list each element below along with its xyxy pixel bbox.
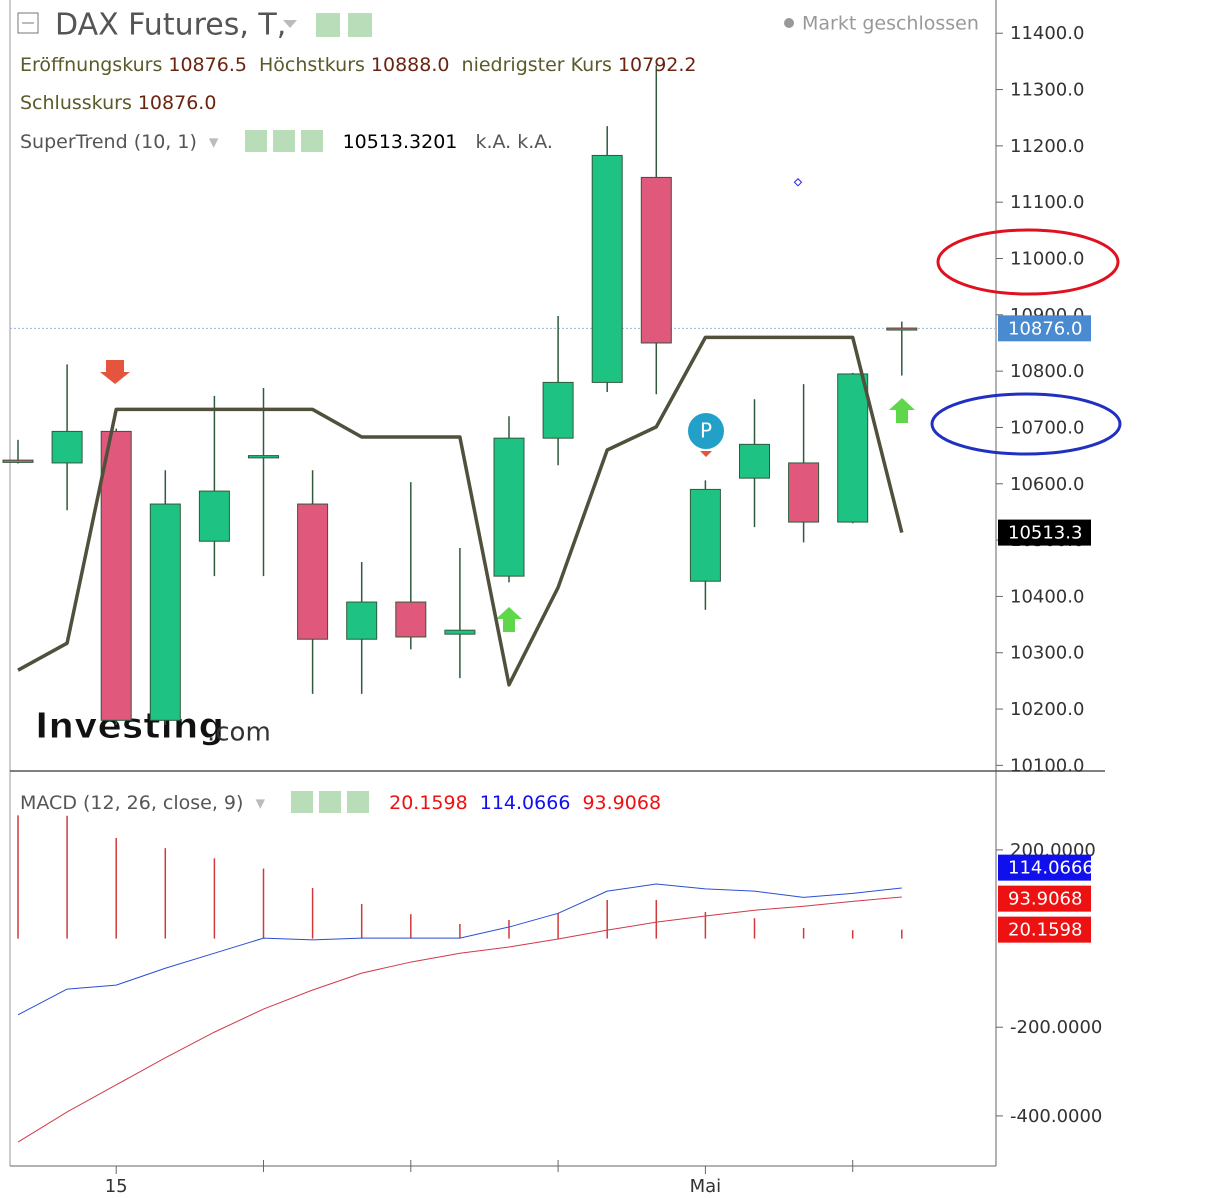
low-value: 10792.2 — [617, 54, 697, 76]
macd-tag-label: 114.0666 — [1008, 858, 1094, 879]
macd-line — [17, 883, 902, 1016]
macd-line — [17, 896, 902, 1143]
high-label: Höchstkurs — [259, 54, 365, 76]
y-tick-label: 10300.0 — [1010, 643, 1084, 664]
histogram-value: 20.1598 — [389, 792, 468, 814]
supertrend-line — [17, 335, 904, 687]
y-tick-label: 11000.0 — [1010, 249, 1084, 270]
indicator-name: SuperTrend (10, 1) — [20, 131, 197, 153]
candle-body — [346, 601, 378, 640]
na-value: k.A. — [475, 131, 512, 153]
pivot-marker[interactable] — [686, 411, 726, 451]
candle-body — [640, 176, 672, 344]
close-icon[interactable] — [300, 130, 323, 152]
dropdown[interactable] — [283, 20, 297, 28]
candle-body — [739, 443, 770, 479]
na-value: k.A. — [517, 131, 553, 153]
watermark-suffix: .com — [207, 718, 271, 748]
annotation-ellipse — [936, 228, 1120, 296]
y-tick-label: 10700.0 — [1010, 417, 1084, 438]
sell-arrow — [100, 360, 130, 384]
collapse-button[interactable] — [17, 12, 39, 34]
y-tick-label: 10800.0 — [1010, 361, 1084, 382]
pivot-label: P — [700, 419, 712, 443]
annotation-ellipse — [930, 392, 1122, 456]
high-value: 10888.0 — [370, 54, 450, 76]
buy-arrow — [889, 398, 915, 423]
candle-body — [788, 462, 820, 523]
dropdown[interactable]: ▾ — [255, 792, 266, 814]
close-icon[interactable] — [347, 791, 370, 813]
gear-icon[interactable] — [272, 130, 295, 152]
macd-tag-label: 93.9068 — [1008, 889, 1082, 910]
macd-tag — [998, 916, 1091, 943]
eye-icon[interactable] — [244, 130, 267, 152]
y-tick-label: -400.0000 — [1010, 1106, 1102, 1127]
supertrend-tag-label: 10513.3 — [1008, 523, 1082, 544]
macd-tag — [998, 854, 1091, 881]
close-legend: Schlusskurs 10876.0 — [20, 92, 222, 114]
price-tag — [998, 315, 1091, 342]
low-label: niedrigster Kurs — [461, 54, 612, 76]
indicator-legend: SuperTrend (10, 1) ▾ 10513.3201 k.A. k.A. — [20, 130, 559, 153]
y-tick-label: 10600.0 — [1010, 474, 1084, 495]
candle-body — [297, 503, 329, 640]
buy-arrow — [496, 607, 522, 632]
open-label: Eröffnungskurs — [20, 54, 163, 76]
macd-legend: MACD (12, 26, close, 9) ▾ 20.1598 114.06… — [20, 791, 667, 814]
pivot-pointer — [700, 451, 712, 457]
candle-body — [444, 629, 476, 635]
close-label: Schlusskurs — [20, 92, 132, 114]
y-tick-label: 10200.0 — [1010, 699, 1084, 720]
macd-value: 114.0666 — [479, 792, 571, 814]
ohlc-legend: Eröffnungskurs 10876.5 Höchstkurs 10888.0 … — [20, 54, 703, 76]
candle-body — [2, 459, 34, 463]
candle-body — [198, 490, 230, 542]
candle-body — [542, 381, 574, 439]
candle-body — [493, 437, 525, 577]
status-dot — [784, 18, 794, 28]
candle-body — [51, 430, 83, 464]
y-tick-label: 10400.0 — [1010, 586, 1084, 607]
indicator-value: 10513.3201 — [342, 131, 458, 153]
y-tick-label: 11100.0 — [1010, 192, 1084, 213]
candle-body — [591, 154, 623, 383]
candle-body — [886, 327, 918, 331]
y-tick-label: 11200.0 — [1010, 136, 1084, 157]
signal-value: 93.9068 — [582, 792, 662, 814]
market-status: Markt geschlossen — [802, 13, 979, 35]
price-tag-label: 10876.0 — [1008, 318, 1082, 339]
y-tick-label: 10100.0 — [1010, 755, 1084, 776]
close-value: 10876.0 — [137, 92, 217, 114]
y-tick-label: 11400.0 — [1010, 23, 1084, 44]
candle-body — [248, 455, 279, 459]
macd-tag-label: 20.1598 — [1008, 920, 1082, 941]
marker-dot — [793, 178, 803, 187]
supertrend-tag — [998, 519, 1091, 546]
eye-icon[interactable] — [316, 13, 340, 37]
gear-icon[interactable] — [319, 791, 342, 813]
open-value: 10876.5 — [168, 54, 247, 76]
dropdown[interactable]: ▾ — [208, 131, 219, 153]
candle-body — [395, 601, 427, 638]
candle-body — [149, 503, 181, 721]
y-tick-label: 11300.0 — [1010, 80, 1084, 101]
y-tick-label: -200.0000 — [1010, 1017, 1102, 1038]
macd-tag — [998, 885, 1091, 912]
x-tick-label: Mai — [690, 1176, 722, 1197]
eye-icon[interactable] — [291, 791, 314, 813]
gear-icon[interactable] — [348, 13, 372, 37]
candle-body — [100, 430, 132, 721]
candle-body — [689, 488, 721, 582]
chart-title: DAX Futures, T, — [55, 8, 286, 43]
x-tick-label: 15 — [105, 1176, 128, 1197]
candle-body — [837, 373, 869, 523]
macd-title: MACD (12, 26, close, 9) — [20, 792, 244, 814]
